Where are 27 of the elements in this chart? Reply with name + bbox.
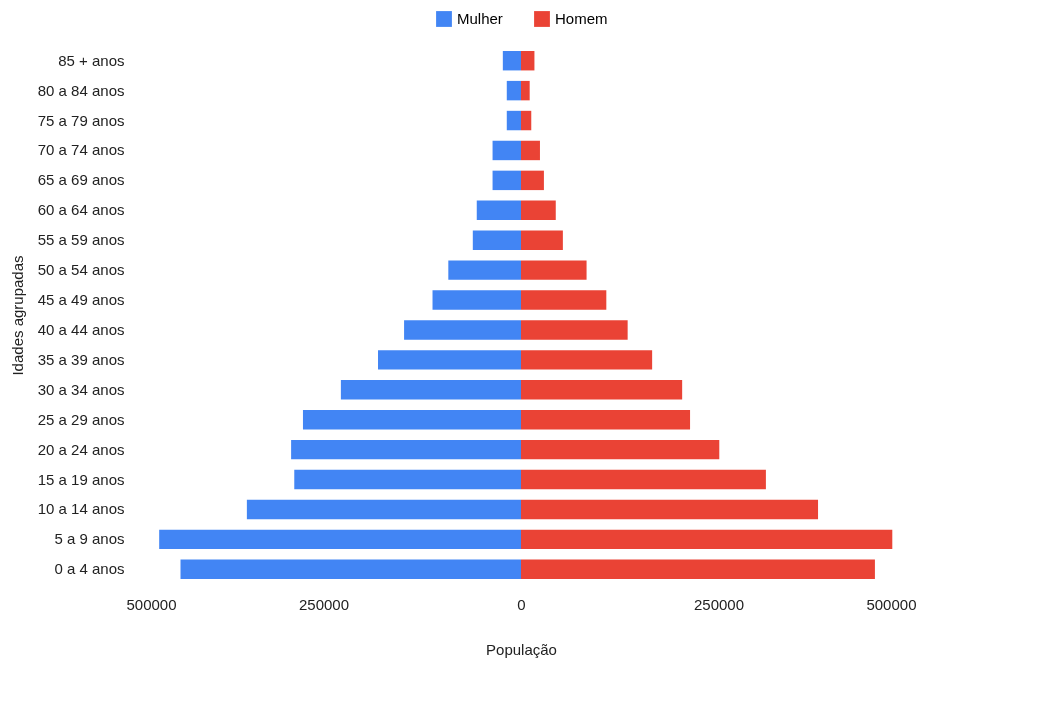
y-tick-label: 5 a 9 anos [54, 530, 125, 548]
y-tick-label: 20 a 24 anos [37, 440, 125, 458]
y-tick-label: 10 a 14 anos [37, 500, 125, 518]
y-tick-label: 40 a 44 anos [37, 320, 125, 338]
y-tick-label: 15 a 19 anos [37, 470, 125, 488]
y-tick-label: 0 a 4 anos [54, 560, 125, 578]
y-tick-label: 85 + anos [58, 51, 125, 69]
y-tick-label: 70 a 74 anos [37, 141, 125, 159]
x-axis-title: População [486, 640, 557, 658]
y-tick-label: 80 a 84 anos [37, 81, 125, 99]
y-tick-label: 75 a 79 anos [37, 111, 125, 129]
legend-label: Homem [555, 10, 608, 27]
y-axis-title: Idades agrupadas [8, 255, 26, 376]
x-tick-label: 0 [517, 595, 526, 613]
x-tick-label: 500000 [866, 595, 917, 613]
legend-label: Mulher [457, 10, 503, 27]
y-tick-label: 35 a 39 anos [37, 350, 125, 368]
y-tick-label: 45 a 49 anos [37, 291, 125, 309]
x-tick-label: 250000 [693, 595, 745, 613]
y-tick-label: 55 a 59 anos [37, 231, 125, 249]
y-tick-label: 60 a 64 anos [37, 201, 125, 219]
y-tick-label: 25 a 29 anos [37, 410, 125, 428]
y-tick-label: 30 a 34 anos [37, 380, 125, 398]
x-tick-label: 500000 [126, 595, 177, 613]
y-tick-label: 65 a 69 anos [37, 171, 125, 189]
x-tick-label: 250000 [298, 595, 350, 613]
y-tick-label: 50 a 54 anos [37, 261, 125, 279]
